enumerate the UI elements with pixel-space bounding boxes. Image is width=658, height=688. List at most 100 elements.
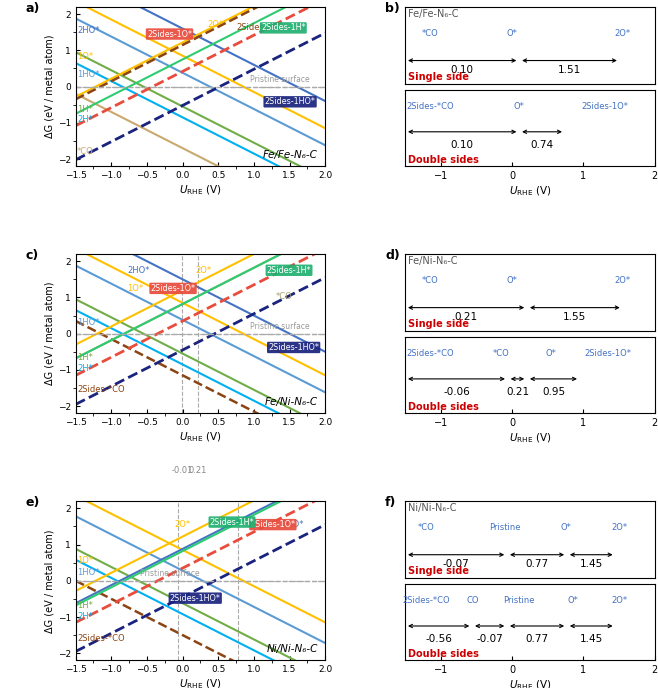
Text: Double sides: Double sides (407, 155, 478, 164)
Text: CO: CO (467, 596, 479, 605)
X-axis label: $U_{\rm RHE}$ (V): $U_{\rm RHE}$ (V) (179, 677, 222, 688)
Text: O*: O* (507, 276, 518, 285)
Text: 2HO*: 2HO* (77, 26, 99, 35)
Text: O*: O* (507, 28, 518, 38)
Text: O*: O* (546, 350, 557, 358)
X-axis label: $U_{\rm RHE}$ (V): $U_{\rm RHE}$ (V) (179, 183, 222, 197)
Text: 1H*: 1H* (77, 601, 93, 610)
Text: O*: O* (567, 596, 578, 605)
Text: 2O*: 2O* (615, 28, 630, 38)
Text: 2O*: 2O* (615, 276, 630, 285)
Text: d): d) (385, 249, 400, 262)
Text: 1H*: 1H* (77, 105, 93, 114)
Text: *CO: *CO (77, 147, 94, 155)
Text: 2Sides-*CO: 2Sides-*CO (236, 23, 284, 32)
Text: Pristine surface: Pristine surface (140, 569, 199, 578)
Text: 1HO*: 1HO* (77, 318, 99, 327)
Text: 1O*: 1O* (77, 557, 93, 566)
Text: 2O*: 2O* (195, 266, 212, 275)
Text: 2Sides-1H*: 2Sides-1H* (266, 266, 311, 275)
Text: 2HO*: 2HO* (281, 520, 303, 529)
Text: 2Sides-1O*: 2Sides-1O* (251, 520, 295, 529)
Text: Fe/Ni-N₆-C: Fe/Ni-N₆-C (407, 256, 457, 266)
Text: Single side: Single side (407, 319, 468, 329)
Text: 2Sides-1H*: 2Sides-1H* (210, 517, 254, 526)
Text: 2Sides-*CO: 2Sides-*CO (406, 102, 454, 111)
Text: 2O*: 2O* (207, 20, 224, 29)
Text: 2Sides-1H*: 2Sides-1H* (261, 23, 305, 32)
Text: 2O*: 2O* (611, 596, 627, 605)
Text: Fe/Fe-N₆-C: Fe/Fe-N₆-C (407, 9, 458, 19)
Text: 2Sides-1O*: 2Sides-1O* (585, 350, 632, 358)
Text: -0.01: -0.01 (171, 466, 193, 475)
Text: 0.74: 0.74 (530, 140, 553, 150)
Text: *CO: *CO (422, 28, 438, 38)
Text: 2H*: 2H* (77, 363, 93, 373)
Text: 1HO*: 1HO* (77, 568, 99, 577)
Text: O*: O* (560, 523, 571, 532)
X-axis label: $U_{\rm RHE}$ (V): $U_{\rm RHE}$ (V) (509, 431, 551, 444)
Text: -0.07: -0.07 (443, 559, 470, 569)
Text: c): c) (26, 249, 39, 262)
Text: *CO: *CO (422, 276, 438, 285)
Text: Fe/Fe-N₆-C: Fe/Fe-N₆-C (263, 150, 318, 160)
Text: *CO: *CO (418, 523, 435, 532)
Text: 0.77: 0.77 (526, 634, 549, 644)
Text: f): f) (385, 496, 397, 509)
Text: 2HO*: 2HO* (127, 266, 149, 275)
Text: 0.77: 0.77 (526, 559, 549, 569)
Text: O*: O* (514, 102, 524, 111)
Text: 1.45: 1.45 (580, 634, 603, 644)
Text: 2Sides-*CO: 2Sides-*CO (403, 596, 450, 605)
Text: b): b) (385, 2, 400, 15)
Text: -0.56: -0.56 (425, 634, 452, 644)
Text: 1HO*: 1HO* (77, 70, 99, 80)
Text: e): e) (26, 496, 40, 509)
Text: 1.55: 1.55 (563, 312, 586, 322)
Text: *CO: *CO (275, 292, 292, 301)
Text: Pristine: Pristine (489, 523, 520, 532)
Text: Single side: Single side (407, 566, 468, 576)
Text: 0.10: 0.10 (451, 65, 474, 75)
Text: 2O*: 2O* (611, 523, 627, 532)
Text: 2Sides-1HO*: 2Sides-1HO* (268, 343, 319, 352)
Text: -0.06: -0.06 (443, 387, 470, 397)
Text: 0.21: 0.21 (188, 466, 207, 475)
Text: *CO: *CO (493, 350, 510, 358)
Text: 1.51: 1.51 (558, 65, 581, 75)
Text: Double sides: Double sides (407, 649, 478, 659)
Y-axis label: ΔG (eV / metal atom): ΔG (eV / metal atom) (45, 282, 55, 385)
Text: 0.95: 0.95 (542, 387, 565, 397)
X-axis label: $U_{\rm RHE}$ (V): $U_{\rm RHE}$ (V) (179, 430, 222, 444)
Text: Pristine surface: Pristine surface (251, 322, 310, 331)
Text: 2Sides-1O*: 2Sides-1O* (147, 30, 192, 39)
Y-axis label: ΔG (eV / metal atom): ΔG (eV / metal atom) (45, 35, 55, 138)
Text: Pristine surface: Pristine surface (251, 75, 310, 84)
Text: 2Sides-*CO: 2Sides-*CO (77, 634, 125, 643)
Text: Pristine: Pristine (503, 596, 535, 605)
Text: 2Sides-1O*: 2Sides-1O* (581, 102, 628, 111)
Text: 2Sides-1O*: 2Sides-1O* (151, 284, 195, 293)
Text: 2Sides-*CO: 2Sides-*CO (406, 350, 454, 358)
Text: Double sides: Double sides (407, 402, 478, 412)
Y-axis label: ΔG (eV / metal atom): ΔG (eV / metal atom) (45, 529, 55, 632)
Text: 2Sides-1HO*: 2Sides-1HO* (170, 594, 220, 603)
Text: 1O*: 1O* (127, 284, 143, 293)
Text: a): a) (26, 2, 40, 15)
Text: 2O*: 2O* (174, 520, 190, 529)
Text: 2Sides-1HO*: 2Sides-1HO* (265, 97, 316, 107)
Text: 0.21: 0.21 (506, 387, 529, 397)
Text: 2H*: 2H* (77, 116, 93, 125)
Text: 1.45: 1.45 (580, 559, 603, 569)
Text: 1H*: 1H* (77, 353, 93, 362)
Text: Single side: Single side (407, 72, 468, 82)
Text: 0.10: 0.10 (451, 140, 474, 150)
Text: Ni/Ni-N₆-C: Ni/Ni-N₆-C (266, 644, 318, 654)
X-axis label: $U_{\rm RHE}$ (V): $U_{\rm RHE}$ (V) (509, 184, 551, 197)
Text: Ni/Ni-N₆-C: Ni/Ni-N₆-C (407, 504, 456, 513)
Text: 2H*: 2H* (77, 612, 93, 621)
Text: -0.07: -0.07 (476, 634, 503, 644)
Text: Fe/Ni-N₆-C: Fe/Ni-N₆-C (265, 397, 318, 407)
Text: 0.21: 0.21 (455, 312, 478, 322)
Text: 2Sides-*CO: 2Sides-*CO (77, 385, 125, 394)
